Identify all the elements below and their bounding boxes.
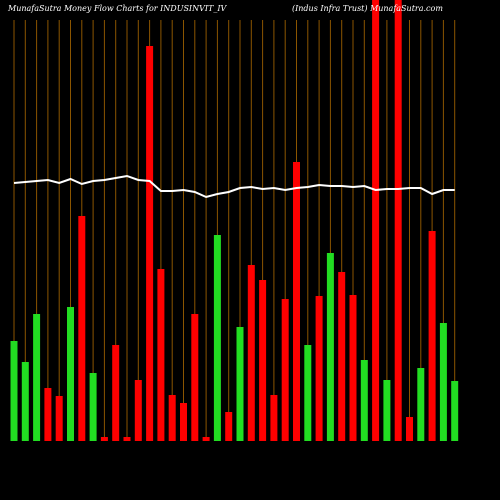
bar bbox=[191, 314, 199, 441]
bar bbox=[112, 345, 120, 441]
bar bbox=[67, 307, 74, 441]
bar bbox=[315, 296, 323, 441]
bar bbox=[33, 314, 41, 441]
bar bbox=[428, 231, 436, 441]
bar bbox=[134, 380, 142, 441]
bar bbox=[247, 265, 255, 441]
bar bbox=[157, 269, 165, 441]
bar bbox=[225, 412, 233, 441]
bar bbox=[146, 46, 154, 441]
bar bbox=[123, 437, 131, 441]
bar bbox=[44, 388, 52, 441]
bar bbox=[304, 345, 312, 441]
bar bbox=[349, 295, 357, 441]
chart-title: MunafaSutra Money Flow Charts for INDUSI… bbox=[7, 4, 228, 13]
bar bbox=[168, 395, 176, 441]
bar bbox=[259, 280, 267, 441]
bar bbox=[439, 323, 447, 441]
bar bbox=[89, 373, 97, 441]
bar bbox=[21, 362, 29, 441]
bar bbox=[417, 368, 425, 441]
bar bbox=[55, 396, 63, 441]
bar bbox=[78, 216, 86, 441]
chart-subtitle: (Indus Infra Trust) MunafaSutra.com bbox=[292, 4, 443, 13]
bar bbox=[360, 360, 368, 441]
bar bbox=[394, 0, 402, 441]
bar bbox=[236, 327, 244, 441]
bar bbox=[326, 253, 334, 441]
bars bbox=[10, 0, 459, 441]
bar bbox=[180, 403, 187, 441]
bar bbox=[100, 437, 108, 441]
bar bbox=[281, 299, 289, 441]
bar bbox=[270, 395, 278, 441]
bar bbox=[451, 381, 459, 441]
bar bbox=[383, 380, 391, 441]
bar bbox=[293, 162, 300, 441]
lines bbox=[13, 174, 455, 199]
money-flow-line bbox=[13, 174, 455, 199]
bar bbox=[213, 235, 221, 441]
bar bbox=[372, 0, 380, 441]
bar bbox=[406, 417, 413, 441]
bar bbox=[338, 272, 346, 441]
bar bbox=[10, 341, 18, 441]
bar bbox=[202, 437, 210, 441]
